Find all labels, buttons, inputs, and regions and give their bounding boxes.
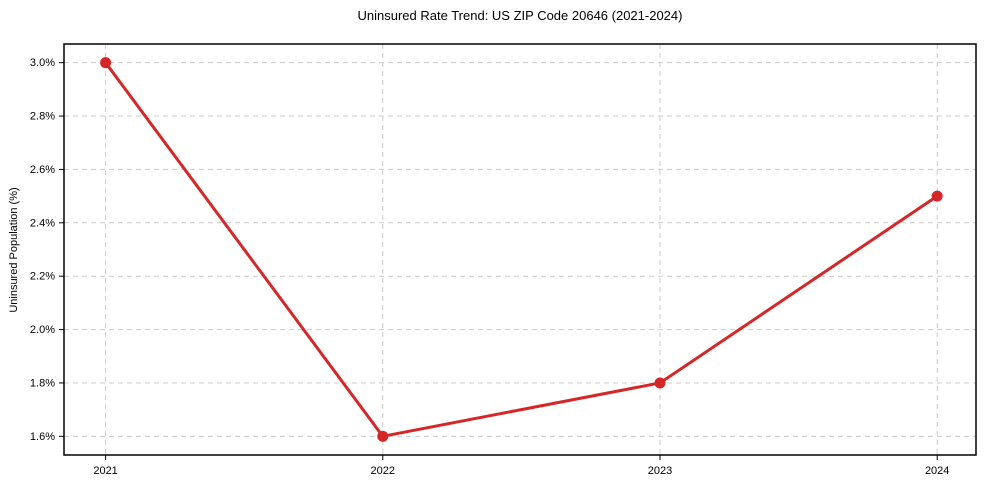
x-tick-label: 2021 (93, 465, 117, 477)
data-point-marker (654, 377, 666, 389)
data-point-marker (100, 57, 112, 69)
y-tick-label: 3.0% (30, 57, 55, 69)
x-tick-label: 2024 (925, 465, 949, 477)
data-point-marker (931, 190, 943, 202)
y-tick-label: 1.8% (30, 377, 55, 389)
data-point-marker (377, 430, 389, 442)
y-tick-label: 1.6% (30, 431, 55, 443)
y-tick-label: 2.6% (30, 164, 55, 176)
y-tick-label: 2.8% (30, 111, 55, 123)
trend-line (104, 61, 939, 438)
y-tick-label: 2.4% (30, 217, 55, 229)
x-tick-label: 2022 (371, 465, 395, 477)
y-tick-label: 2.0% (30, 324, 55, 336)
x-tick-label: 2023 (648, 465, 672, 477)
y-tick-label: 2.2% (30, 271, 55, 283)
plot-border (63, 43, 977, 456)
chart-title: Uninsured Rate Trend: US ZIP Code 20646 … (357, 8, 683, 23)
